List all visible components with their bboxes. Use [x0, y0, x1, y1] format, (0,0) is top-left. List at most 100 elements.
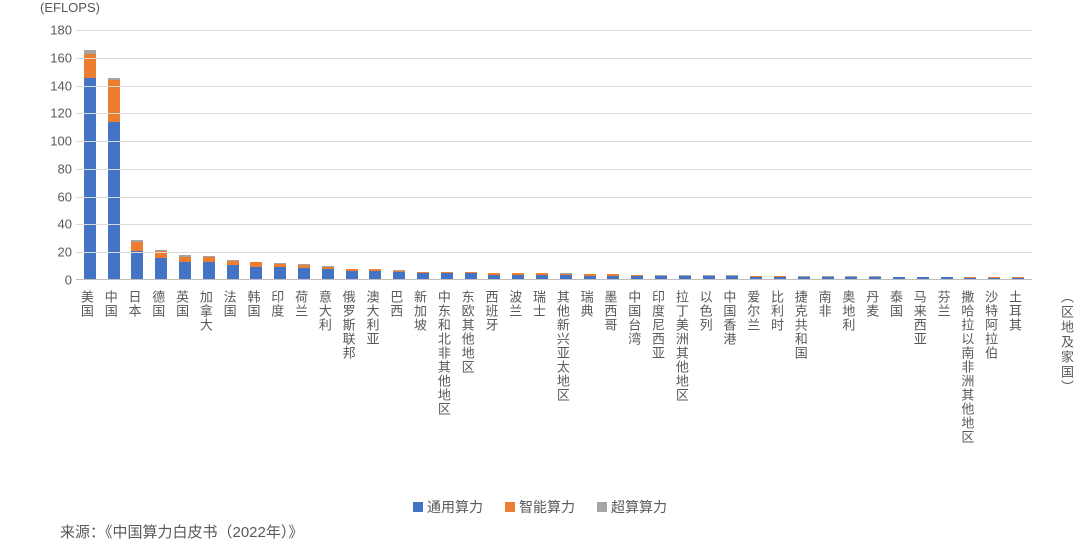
- chart-container: 020406080100120140160180 美国中国日本德国英国加拿大法国…: [40, 10, 1040, 290]
- bar-segment: [941, 277, 953, 279]
- bar: [726, 275, 738, 279]
- x-tick-label: 芬兰: [941, 286, 953, 444]
- bar: [750, 276, 762, 279]
- bar-segment: [964, 278, 976, 279]
- bar-segment: [845, 277, 857, 279]
- y-tick-label: 40: [58, 217, 72, 232]
- x-tick-label: 丹麦: [869, 286, 881, 444]
- x-tick-label: 沙特阿拉伯: [988, 286, 1000, 444]
- x-tick-label: 爱尔兰: [750, 286, 762, 444]
- gridline: [76, 197, 1032, 198]
- bar: [631, 275, 643, 279]
- y-tick-label: 100: [50, 134, 72, 149]
- legend: 通用算力 智能算力 超算算力: [0, 497, 1080, 517]
- bar-segment: [227, 265, 239, 279]
- legend-item-general: 通用算力: [413, 497, 483, 517]
- bar-segment: [465, 273, 477, 279]
- x-tick-label: 泰国: [893, 286, 905, 444]
- bar: [274, 263, 286, 279]
- bar-segment: [822, 277, 834, 279]
- bar: [465, 272, 477, 279]
- right-axis-label: （区地及家国）: [1057, 290, 1076, 395]
- x-tick-label: 瑞士: [536, 286, 548, 444]
- gridline: [76, 86, 1032, 87]
- bar-segment: [917, 277, 929, 279]
- bar: [393, 270, 405, 279]
- gridline: [76, 224, 1032, 225]
- bar: [941, 277, 953, 279]
- bar: [679, 275, 691, 279]
- bar-segment: [155, 258, 167, 279]
- bar-segment: [131, 242, 143, 252]
- x-tick-label: 韩国: [250, 286, 262, 444]
- legend-swatch-icon: [505, 502, 515, 512]
- bar-segment: [560, 275, 572, 279]
- bar: [536, 273, 548, 279]
- bar: [584, 274, 596, 279]
- bar-segment: [298, 268, 310, 279]
- bar-segment: [369, 271, 381, 279]
- x-tick-label: 拉丁美洲其他地区: [679, 286, 691, 444]
- x-tick-label: 意大利: [322, 286, 334, 444]
- bar-segment: [131, 251, 143, 279]
- gridline: [76, 252, 1032, 253]
- x-tick-label: 澳大利亚: [369, 286, 381, 444]
- bar-segment: [108, 122, 120, 279]
- x-tick-label: 荷兰: [298, 286, 310, 444]
- x-tick-label: 土耳其: [1012, 286, 1024, 444]
- bar-segment: [750, 277, 762, 280]
- bar-segment: [108, 80, 120, 122]
- y-axis-ticks: 020406080100120140160180: [40, 30, 74, 280]
- bar: [155, 250, 167, 279]
- bar: [417, 272, 429, 279]
- legend-swatch-icon: [413, 502, 423, 512]
- bar: [655, 275, 667, 279]
- x-tick-label: 英国: [179, 286, 191, 444]
- bar-segment: [988, 278, 1000, 279]
- x-tick-label: 墨西哥: [607, 286, 619, 444]
- y-tick-label: 80: [58, 161, 72, 176]
- legend-item-super: 超算算力: [597, 497, 667, 517]
- bar: [203, 256, 215, 279]
- x-tick-label: 以色列: [703, 286, 715, 444]
- x-tick-label: 瑞典: [584, 286, 596, 444]
- gridline: [76, 141, 1032, 142]
- bar-segment: [679, 276, 691, 279]
- x-axis-labels: 美国中国日本德国英国加拿大法国韩国印度荷兰意大利俄罗斯联邦澳大利亚巴西新加坡中东…: [76, 286, 1032, 444]
- x-tick-label: 中东和北非其他地区: [441, 286, 453, 444]
- x-tick-label: 马来西亚: [917, 286, 929, 444]
- y-tick-label: 120: [50, 106, 72, 121]
- bar-segment: [250, 267, 262, 280]
- plot-area: [76, 30, 1032, 280]
- bars-group: [76, 30, 1032, 279]
- bar-segment: [512, 275, 524, 279]
- y-tick-label: 0: [65, 273, 72, 288]
- gridline: [76, 113, 1032, 114]
- bar-segment: [322, 269, 334, 279]
- gridline: [76, 169, 1032, 170]
- y-tick-label: 160: [50, 50, 72, 65]
- legend-label: 超算算力: [611, 497, 667, 517]
- bar: [227, 260, 239, 279]
- bar: [488, 273, 500, 279]
- bar: [798, 276, 810, 279]
- x-tick-label: 印度尼西亚: [655, 286, 667, 444]
- x-tick-label: 比利时: [774, 286, 786, 444]
- source-text: 来源：《中国算力白皮书（2022年）》: [60, 521, 303, 542]
- x-tick-label: 加拿大: [203, 286, 215, 444]
- bar-segment: [417, 273, 429, 279]
- bar: [346, 269, 358, 279]
- bar: [774, 276, 786, 279]
- bar-segment: [703, 276, 715, 279]
- bar: [845, 276, 857, 279]
- bar: [369, 269, 381, 279]
- bar-segment: [179, 262, 191, 279]
- y-tick-label: 60: [58, 189, 72, 204]
- bar: [108, 78, 120, 279]
- x-tick-label: 法国: [227, 286, 239, 444]
- gridline: [76, 30, 1032, 31]
- x-tick-label: 西班牙: [488, 286, 500, 444]
- bar: [250, 262, 262, 279]
- x-tick-label: 南非: [822, 286, 834, 444]
- bar: [917, 277, 929, 279]
